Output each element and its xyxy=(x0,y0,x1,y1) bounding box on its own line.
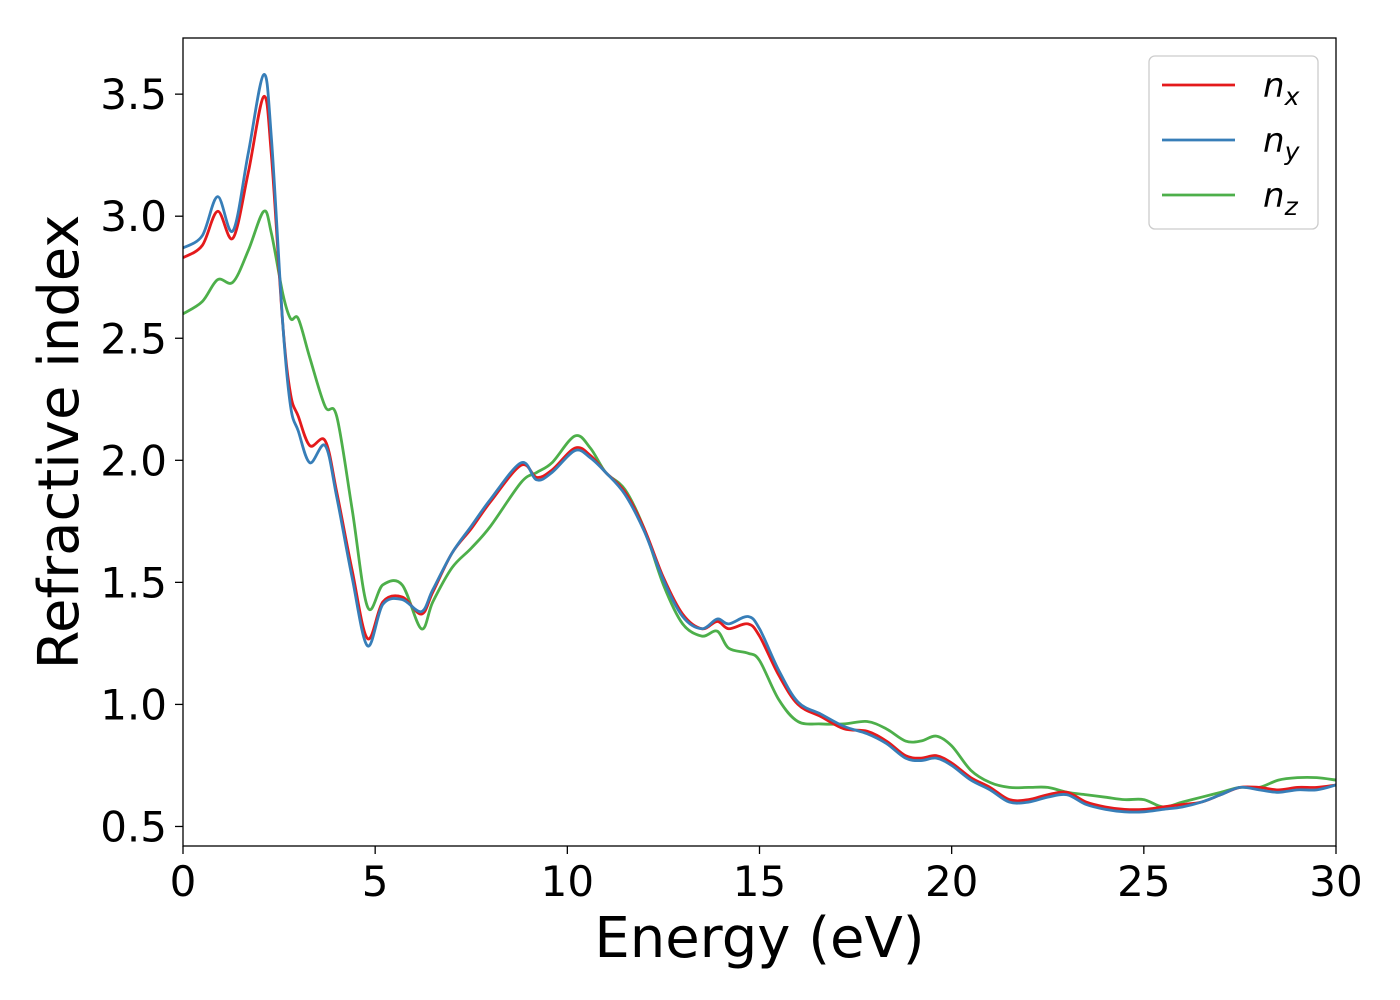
y-tick-label: 2.5 xyxy=(100,314,167,363)
series-line-y xyxy=(183,73,1336,814)
y-tick-label: 1.5 xyxy=(100,558,167,607)
y-tick-label: 1.0 xyxy=(100,680,167,729)
legend-item-z: nz xyxy=(1162,176,1299,221)
y-tick-label: 3.0 xyxy=(100,192,167,241)
x-tick-label: 0 xyxy=(170,857,197,906)
legend-label: nx xyxy=(1263,66,1300,111)
legend-label: nz xyxy=(1263,176,1299,221)
x-axis-title: Energy (eV) xyxy=(594,906,924,971)
x-tick-label: 20 xyxy=(925,857,978,906)
x-axis: 0 5 10 15 20 25 30 xyxy=(170,846,1363,906)
x-tick-label: 10 xyxy=(541,857,594,906)
y-tick-label: 0.5 xyxy=(100,802,167,851)
series-line-z xyxy=(183,209,1336,809)
y-tick-label: 2.0 xyxy=(100,436,167,485)
legend-label: ny xyxy=(1263,121,1301,166)
x-tick-label: 5 xyxy=(362,857,389,906)
x-tick-label: 30 xyxy=(1309,857,1362,906)
y-tick-label: 3.5 xyxy=(100,70,167,119)
y-axis-title: Refractive index xyxy=(27,215,92,670)
legend-item-x: nx xyxy=(1162,66,1300,111)
legend: nx ny nz xyxy=(1148,55,1319,230)
y-axis: 0.5 1.0 1.5 2.0 2.5 3.0 3.5 xyxy=(100,70,183,851)
legend-item-y: ny xyxy=(1162,121,1301,166)
x-tick-label: 25 xyxy=(1117,857,1170,906)
plot-lines xyxy=(183,73,1336,814)
legend-box xyxy=(1148,55,1319,230)
x-tick-label: 15 xyxy=(733,857,786,906)
